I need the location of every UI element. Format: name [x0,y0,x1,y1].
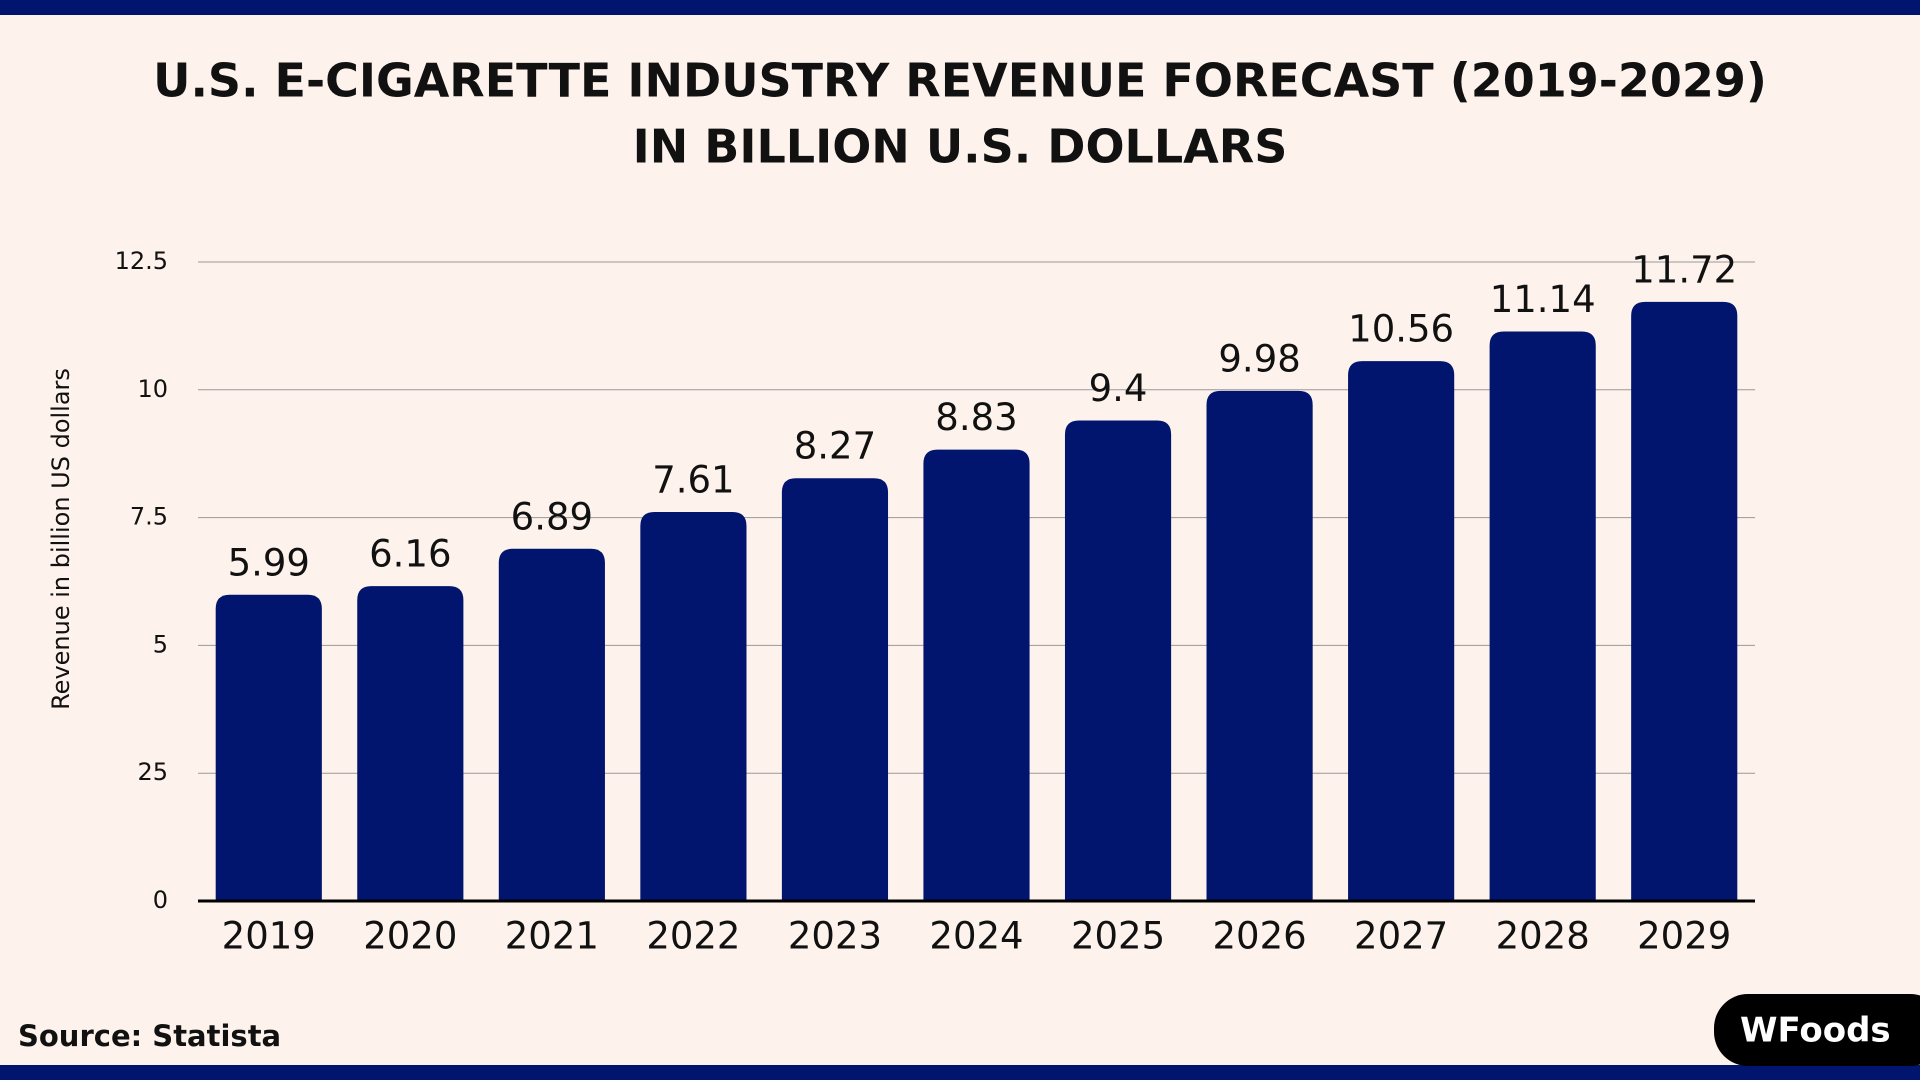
bottom-band [0,1065,1920,1080]
bar [1489,331,1596,901]
bar [923,449,1030,901]
x-tick-label: 2028 [1496,915,1590,958]
y-axis-label: Revenue in billion US dollars [47,368,75,710]
value-label: 9.4 [1089,367,1148,410]
chart-title: IN BILLION U.S. DOLLARS [633,120,1288,174]
value-label: 10.56 [1348,308,1454,351]
value-label: 6.89 [511,495,593,538]
x-tick-label: 2027 [1354,915,1448,958]
x-tick-label: 2021 [505,915,599,958]
value-label: 8.83 [935,396,1017,439]
bar [1206,390,1313,901]
bar [1631,301,1738,901]
y-tick-label: 5 [153,630,168,658]
y-tick-label: 10 [137,375,168,403]
chart-title: U.S. E-CIGARETTE INDUSTRY REVENUE FORECA… [153,54,1767,108]
value-label: 8.27 [794,425,876,468]
bar [1348,361,1455,901]
x-tick-label: 2020 [363,915,457,958]
top-band [0,0,1920,15]
x-tick-label: 2022 [646,915,740,958]
value-label: 6.16 [369,533,451,576]
y-tick-label: 25 [137,758,168,786]
value-label: 11.14 [1490,278,1596,321]
x-tick-label: 2023 [788,915,882,958]
value-label: 11.72 [1631,248,1737,291]
y-tick-label: 12.5 [115,247,168,275]
bar [498,548,605,901]
bar [215,594,322,901]
value-label: 7.61 [652,458,734,501]
bar [781,478,889,901]
x-tick-label: 2029 [1637,915,1731,958]
source: Source: Statista [18,1019,281,1053]
y-tick-label: 7.5 [130,503,168,531]
value-label: 5.99 [228,541,310,584]
y-tick-label: 0 [153,886,168,914]
x-tick-label: 2025 [1071,915,1165,958]
logo: WFoods [1740,1011,1891,1051]
bar [1064,420,1172,901]
bar [640,511,747,901]
x-tick-label: 2019 [222,915,316,958]
x-tick-label: 2026 [1213,915,1307,958]
logo-badge [1714,994,1920,1066]
bar [357,586,464,901]
x-tick-label: 2024 [929,915,1023,958]
value-label: 9.98 [1218,337,1300,380]
